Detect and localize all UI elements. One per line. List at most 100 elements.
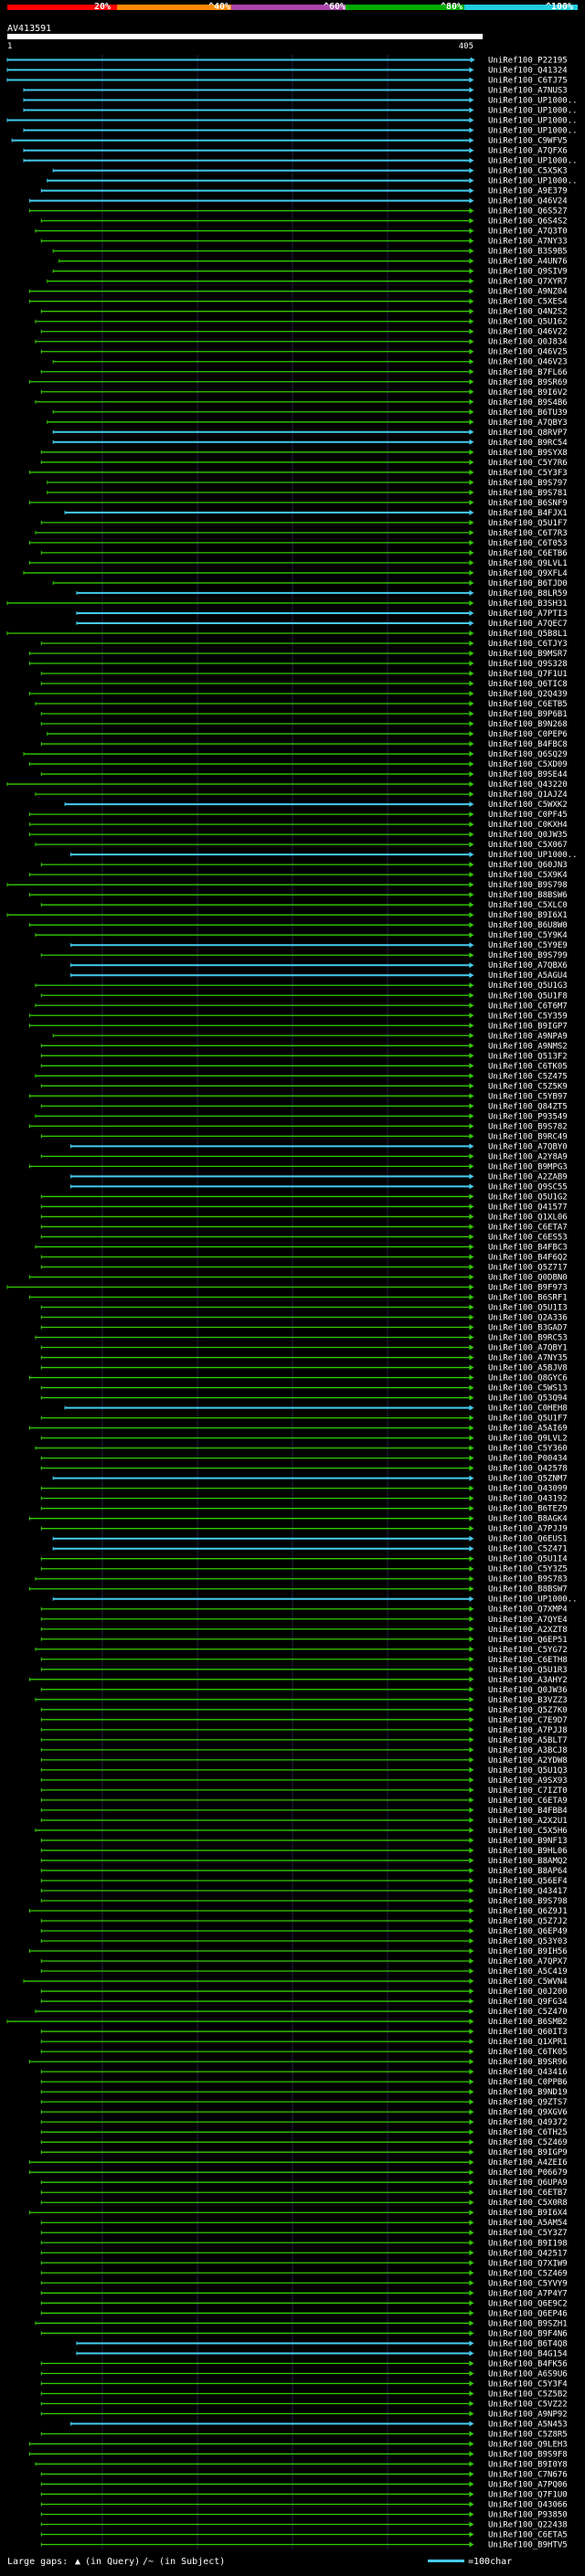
hit-label[interactable]: UniRef100_C5Z470 bbox=[488, 2008, 568, 2017]
hit-row[interactable]: UniRef100_B3S9B5 bbox=[52, 248, 568, 257]
hit-row[interactable]: UniRef100_Q7XMP4 bbox=[40, 1606, 568, 1615]
hit-row[interactable]: UniRef100_B9SR96 bbox=[28, 2058, 568, 2067]
hit-row[interactable]: UniRef100_Q7F1U0 bbox=[40, 2490, 568, 2499]
hit-row[interactable]: UniRef100_C7E9D7 bbox=[40, 1716, 568, 1725]
hit-row[interactable]: UniRef100_A7QYE4 bbox=[40, 1616, 568, 1625]
hit-row[interactable]: UniRef100_Q9S328 bbox=[28, 660, 568, 669]
hit-label[interactable]: UniRef100_Q6SQ29 bbox=[488, 750, 568, 759]
hit-row[interactable]: UniRef100_B8LR59 bbox=[76, 589, 568, 599]
hit-label[interactable]: UniRef100_Q7F1U1 bbox=[488, 670, 568, 679]
hit-row[interactable]: UniRef100_B3VZZ3 bbox=[35, 1696, 568, 1705]
hit-row[interactable]: UniRef100_A3BCJ8 bbox=[40, 1746, 568, 1755]
hit-label[interactable]: UniRef100_Q6EP49 bbox=[488, 1927, 568, 1936]
hit-row[interactable]: UniRef100_C6ETB5 bbox=[35, 700, 568, 709]
hit-row[interactable]: UniRef100_Q43220 bbox=[6, 780, 568, 790]
hit-label[interactable]: UniRef100_C5Z8R5 bbox=[488, 2430, 568, 2439]
hit-label[interactable]: UniRef100_Q43417 bbox=[488, 1887, 568, 1896]
hit-row[interactable]: UniRef100_Q56EF4 bbox=[40, 1877, 568, 1886]
hit-row[interactable]: UniRef100_B9I0Y8 bbox=[35, 2460, 568, 2469]
hit-label[interactable]: UniRef100_UP1000.. bbox=[488, 97, 578, 106]
hit-row[interactable]: UniRef100_Q9LVL1 bbox=[28, 559, 568, 568]
hit-label[interactable]: UniRef100_A5BJV8 bbox=[488, 1364, 568, 1373]
hit-row[interactable]: UniRef100_C5Y3F3 bbox=[28, 469, 568, 478]
hit-row[interactable]: UniRef100_UP1000.. bbox=[23, 97, 578, 106]
hit-label[interactable]: UniRef100_P06679 bbox=[488, 2168, 568, 2178]
hit-row[interactable]: UniRef100_Q1XL06 bbox=[40, 1213, 568, 1222]
hit-row[interactable]: UniRef100_C5XLC0 bbox=[40, 901, 568, 910]
hit-row[interactable]: UniRef100_B9SZH1 bbox=[35, 2319, 568, 2328]
hit-label[interactable]: UniRef100_Q0JW36 bbox=[488, 1686, 568, 1695]
hit-label[interactable]: UniRef100_A2ZAB9 bbox=[488, 1172, 568, 1182]
hit-label[interactable]: UniRef100_C7IZT0 bbox=[488, 1786, 568, 1796]
hit-row[interactable]: UniRef100_B4FBC8 bbox=[40, 740, 568, 749]
hit-row[interactable]: UniRef100_C9WFV5 bbox=[11, 137, 568, 146]
hit-label[interactable]: UniRef100_B9N268 bbox=[488, 720, 568, 729]
hit-label[interactable]: UniRef100_A7PQ06 bbox=[488, 2480, 568, 2489]
hit-label[interactable]: UniRef100_C6TK05 bbox=[488, 2048, 568, 2057]
hit-row[interactable]: UniRef100_B6TEZ9 bbox=[40, 1505, 568, 1514]
hit-row[interactable]: UniRef100_B4FBB4 bbox=[40, 1807, 568, 1816]
hit-row[interactable]: UniRef100_Q7XYR7 bbox=[47, 278, 568, 287]
hit-label[interactable]: UniRef100_B9I6V2 bbox=[488, 388, 568, 398]
hit-label[interactable]: UniRef100_C5Z475 bbox=[488, 1072, 568, 1081]
hit-label[interactable]: UniRef100_B9S9F8 bbox=[488, 2450, 568, 2459]
hit-row[interactable]: UniRef100_Q8GYC6 bbox=[28, 1374, 568, 1383]
hit-label[interactable]: UniRef100_B9RC49 bbox=[488, 1132, 568, 1141]
hit-label[interactable]: UniRef100_Q9LVL1 bbox=[488, 559, 568, 568]
hit-label[interactable]: UniRef100_C5YG72 bbox=[488, 1646, 568, 1655]
hit-label[interactable]: UniRef100_A2Y8A9 bbox=[488, 1152, 568, 1161]
hit-row[interactable]: UniRef100_Q41577 bbox=[40, 1203, 568, 1212]
hit-row[interactable]: UniRef100_B6TJD0 bbox=[52, 579, 568, 588]
hit-label[interactable]: UniRef100_Q5U1Q3 bbox=[488, 1766, 568, 1776]
hit-row[interactable]: UniRef100_UP1000.. bbox=[6, 117, 578, 126]
hit-label[interactable]: UniRef100_A7PJJ8 bbox=[488, 1726, 568, 1735]
hit-label[interactable]: UniRef100_Q9LEH3 bbox=[488, 2440, 568, 2449]
hit-row[interactable]: UniRef100_Q0DBN0 bbox=[28, 1273, 568, 1282]
hit-row[interactable]: UniRef100_B9RC49 bbox=[40, 1132, 568, 1141]
hit-label[interactable]: UniRef100_B9RC53 bbox=[488, 1334, 568, 1343]
hit-label[interactable]: UniRef100_B6SNF9 bbox=[488, 499, 568, 508]
hit-row[interactable]: UniRef100_C6TK05 bbox=[40, 2048, 568, 2057]
hit-label[interactable]: UniRef100_A2X2U1 bbox=[488, 1817, 568, 1826]
hit-row[interactable]: UniRef100_A6S9U6 bbox=[40, 2369, 568, 2379]
hit-row[interactable]: UniRef100_C5X5H6 bbox=[35, 1827, 568, 1836]
hit-row[interactable]: UniRef100_A2ZAB9 bbox=[70, 1172, 568, 1182]
hit-row[interactable]: UniRef100_Q6EP49 bbox=[40, 1927, 568, 1936]
hit-label[interactable]: UniRef100_Q5U1I3 bbox=[488, 1304, 568, 1313]
hit-label[interactable]: UniRef100_B9MPG3 bbox=[488, 1162, 568, 1171]
hit-row[interactable]: UniRef100_Q6Z9J1 bbox=[28, 1907, 568, 1916]
hit-row[interactable]: UniRef100_P06679 bbox=[28, 2168, 568, 2178]
hit-label[interactable]: UniRef100_A9E379 bbox=[488, 187, 568, 196]
hit-label[interactable]: UniRef100_C5WVN4 bbox=[488, 1977, 568, 1987]
hit-row[interactable]: UniRef100_A9NMS2 bbox=[40, 1042, 568, 1051]
hit-row[interactable]: UniRef100_A2Y8A9 bbox=[40, 1152, 568, 1161]
hit-label[interactable]: UniRef100_Q46V22 bbox=[488, 328, 568, 337]
hit-row[interactable]: UniRef100_Q60IT3 bbox=[40, 2028, 568, 2037]
hit-label[interactable]: UniRef100_Q9XFL4 bbox=[488, 569, 568, 578]
hit-row[interactable]: UniRef100_C6T7R3 bbox=[35, 529, 568, 538]
hit-row[interactable]: UniRef100_Q1AJZ4 bbox=[35, 790, 568, 800]
hit-row[interactable]: UniRef100_C6ETA5 bbox=[40, 2530, 568, 2539]
hit-label[interactable]: UniRef100_C5XES4 bbox=[488, 298, 568, 307]
hit-row[interactable]: UniRef100_B8AMQ2 bbox=[40, 1857, 568, 1866]
hit-row[interactable]: UniRef100_UP1000.. bbox=[52, 1595, 578, 1605]
hit-row[interactable]: UniRef100_Q513F2 bbox=[40, 1052, 568, 1061]
hit-label[interactable]: UniRef100_A7QFX6 bbox=[488, 147, 568, 156]
hit-row[interactable]: UniRef100_P22195 bbox=[6, 57, 568, 66]
hit-label[interactable]: UniRef100_B9I6X1 bbox=[488, 911, 568, 920]
hit-row[interactable]: UniRef100_B9S798 bbox=[40, 1897, 568, 1906]
hit-row[interactable]: UniRef100_B9MSR7 bbox=[28, 650, 568, 659]
hit-row[interactable]: UniRef100_Q53Q94 bbox=[40, 1394, 568, 1404]
hit-row[interactable]: UniRef100_A7QBX6 bbox=[70, 961, 568, 970]
hit-label[interactable]: UniRef100_Q6S4S2 bbox=[488, 217, 568, 227]
hit-label[interactable]: UniRef100_Q42517 bbox=[488, 2249, 568, 2258]
hit-label[interactable]: UniRef100_C6T053 bbox=[488, 539, 568, 548]
hit-row[interactable]: UniRef100_Q53Y03 bbox=[40, 1937, 568, 1946]
hit-row[interactable]: UniRef100_B9S798 bbox=[6, 881, 568, 890]
hit-label[interactable]: UniRef100_C6ES53 bbox=[488, 1233, 568, 1242]
hit-label[interactable]: UniRef100_B6TU39 bbox=[488, 408, 568, 418]
hit-label[interactable]: UniRef100_C6ETA7 bbox=[488, 1223, 568, 1232]
hit-label[interactable]: UniRef100_Q43192 bbox=[488, 1495, 568, 1504]
hit-row[interactable]: UniRef100_A5C419 bbox=[40, 1967, 568, 1977]
hit-row[interactable]: UniRef100_Q41324 bbox=[6, 67, 568, 76]
